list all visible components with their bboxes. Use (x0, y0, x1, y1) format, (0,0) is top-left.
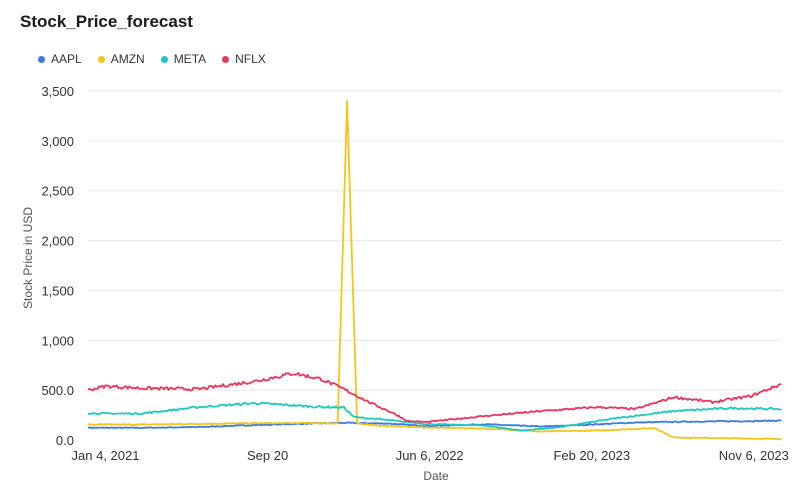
y-axis-ticks: 0.0 500.0 1,000 1,500 2,000 2,500 3,000 3,500 (41, 84, 74, 448)
y-tick-label: 3,500 (41, 84, 74, 99)
legend-swatch-meta (160, 55, 168, 63)
legend-label-meta: META (173, 52, 207, 66)
x-tick-label: Jan 4, 2021 (72, 448, 140, 463)
legend-label-aapl: AAPL (51, 52, 82, 66)
legend-item-meta[interactable]: META (160, 52, 207, 66)
legend-label-nflx: NFLX (235, 52, 266, 66)
legend-item-nflx[interactable]: NFLX (222, 52, 266, 66)
y-tick-label: 1,000 (41, 333, 74, 348)
y-tick-label: 0.0 (56, 433, 74, 448)
x-tick-label: Nov 6, 2023 (719, 448, 789, 463)
y-tick-label: 1,500 (41, 283, 74, 298)
y-tick-label: 500.0 (41, 383, 74, 398)
x-axis-ticks: Jan 4, 2021 Sep 20 Jun 6, 2022 Feb 20, 2023… (72, 448, 789, 463)
y-tick-label: 3,000 (41, 134, 74, 149)
y-tick-label: 2,000 (41, 234, 74, 249)
chart-legend: AAPL AMZN META NFLX (38, 52, 266, 66)
y-axis-title: Stock Price in USD (21, 207, 35, 309)
legend-swatch-amzn (97, 55, 105, 63)
x-tick-label: Sep 20 (247, 448, 288, 463)
legend-swatch-aapl (38, 55, 45, 63)
legend-label-amzn: AMZN (110, 52, 145, 66)
series-lines (87, 100, 782, 441)
chart-title: Stock_Price_forecast (20, 12, 193, 31)
series-line-aapl[interactable] (87, 419, 782, 430)
grid-lines (88, 90, 782, 391)
x-axis-title: Date (423, 469, 449, 483)
series-line-amzn[interactable] (87, 100, 782, 441)
legend-swatch-nflx (222, 55, 230, 63)
x-tick-label: Feb 20, 2023 (553, 448, 630, 463)
series-line-nflx[interactable] (87, 371, 782, 424)
legend-item-amzn[interactable]: AMZN (97, 52, 145, 66)
x-tick-label: Jun 6, 2022 (396, 448, 464, 463)
y-tick-label: 2,500 (41, 184, 74, 199)
series-line-meta[interactable] (88, 401, 782, 432)
legend-item-aapl[interactable]: AAPL (38, 52, 82, 66)
